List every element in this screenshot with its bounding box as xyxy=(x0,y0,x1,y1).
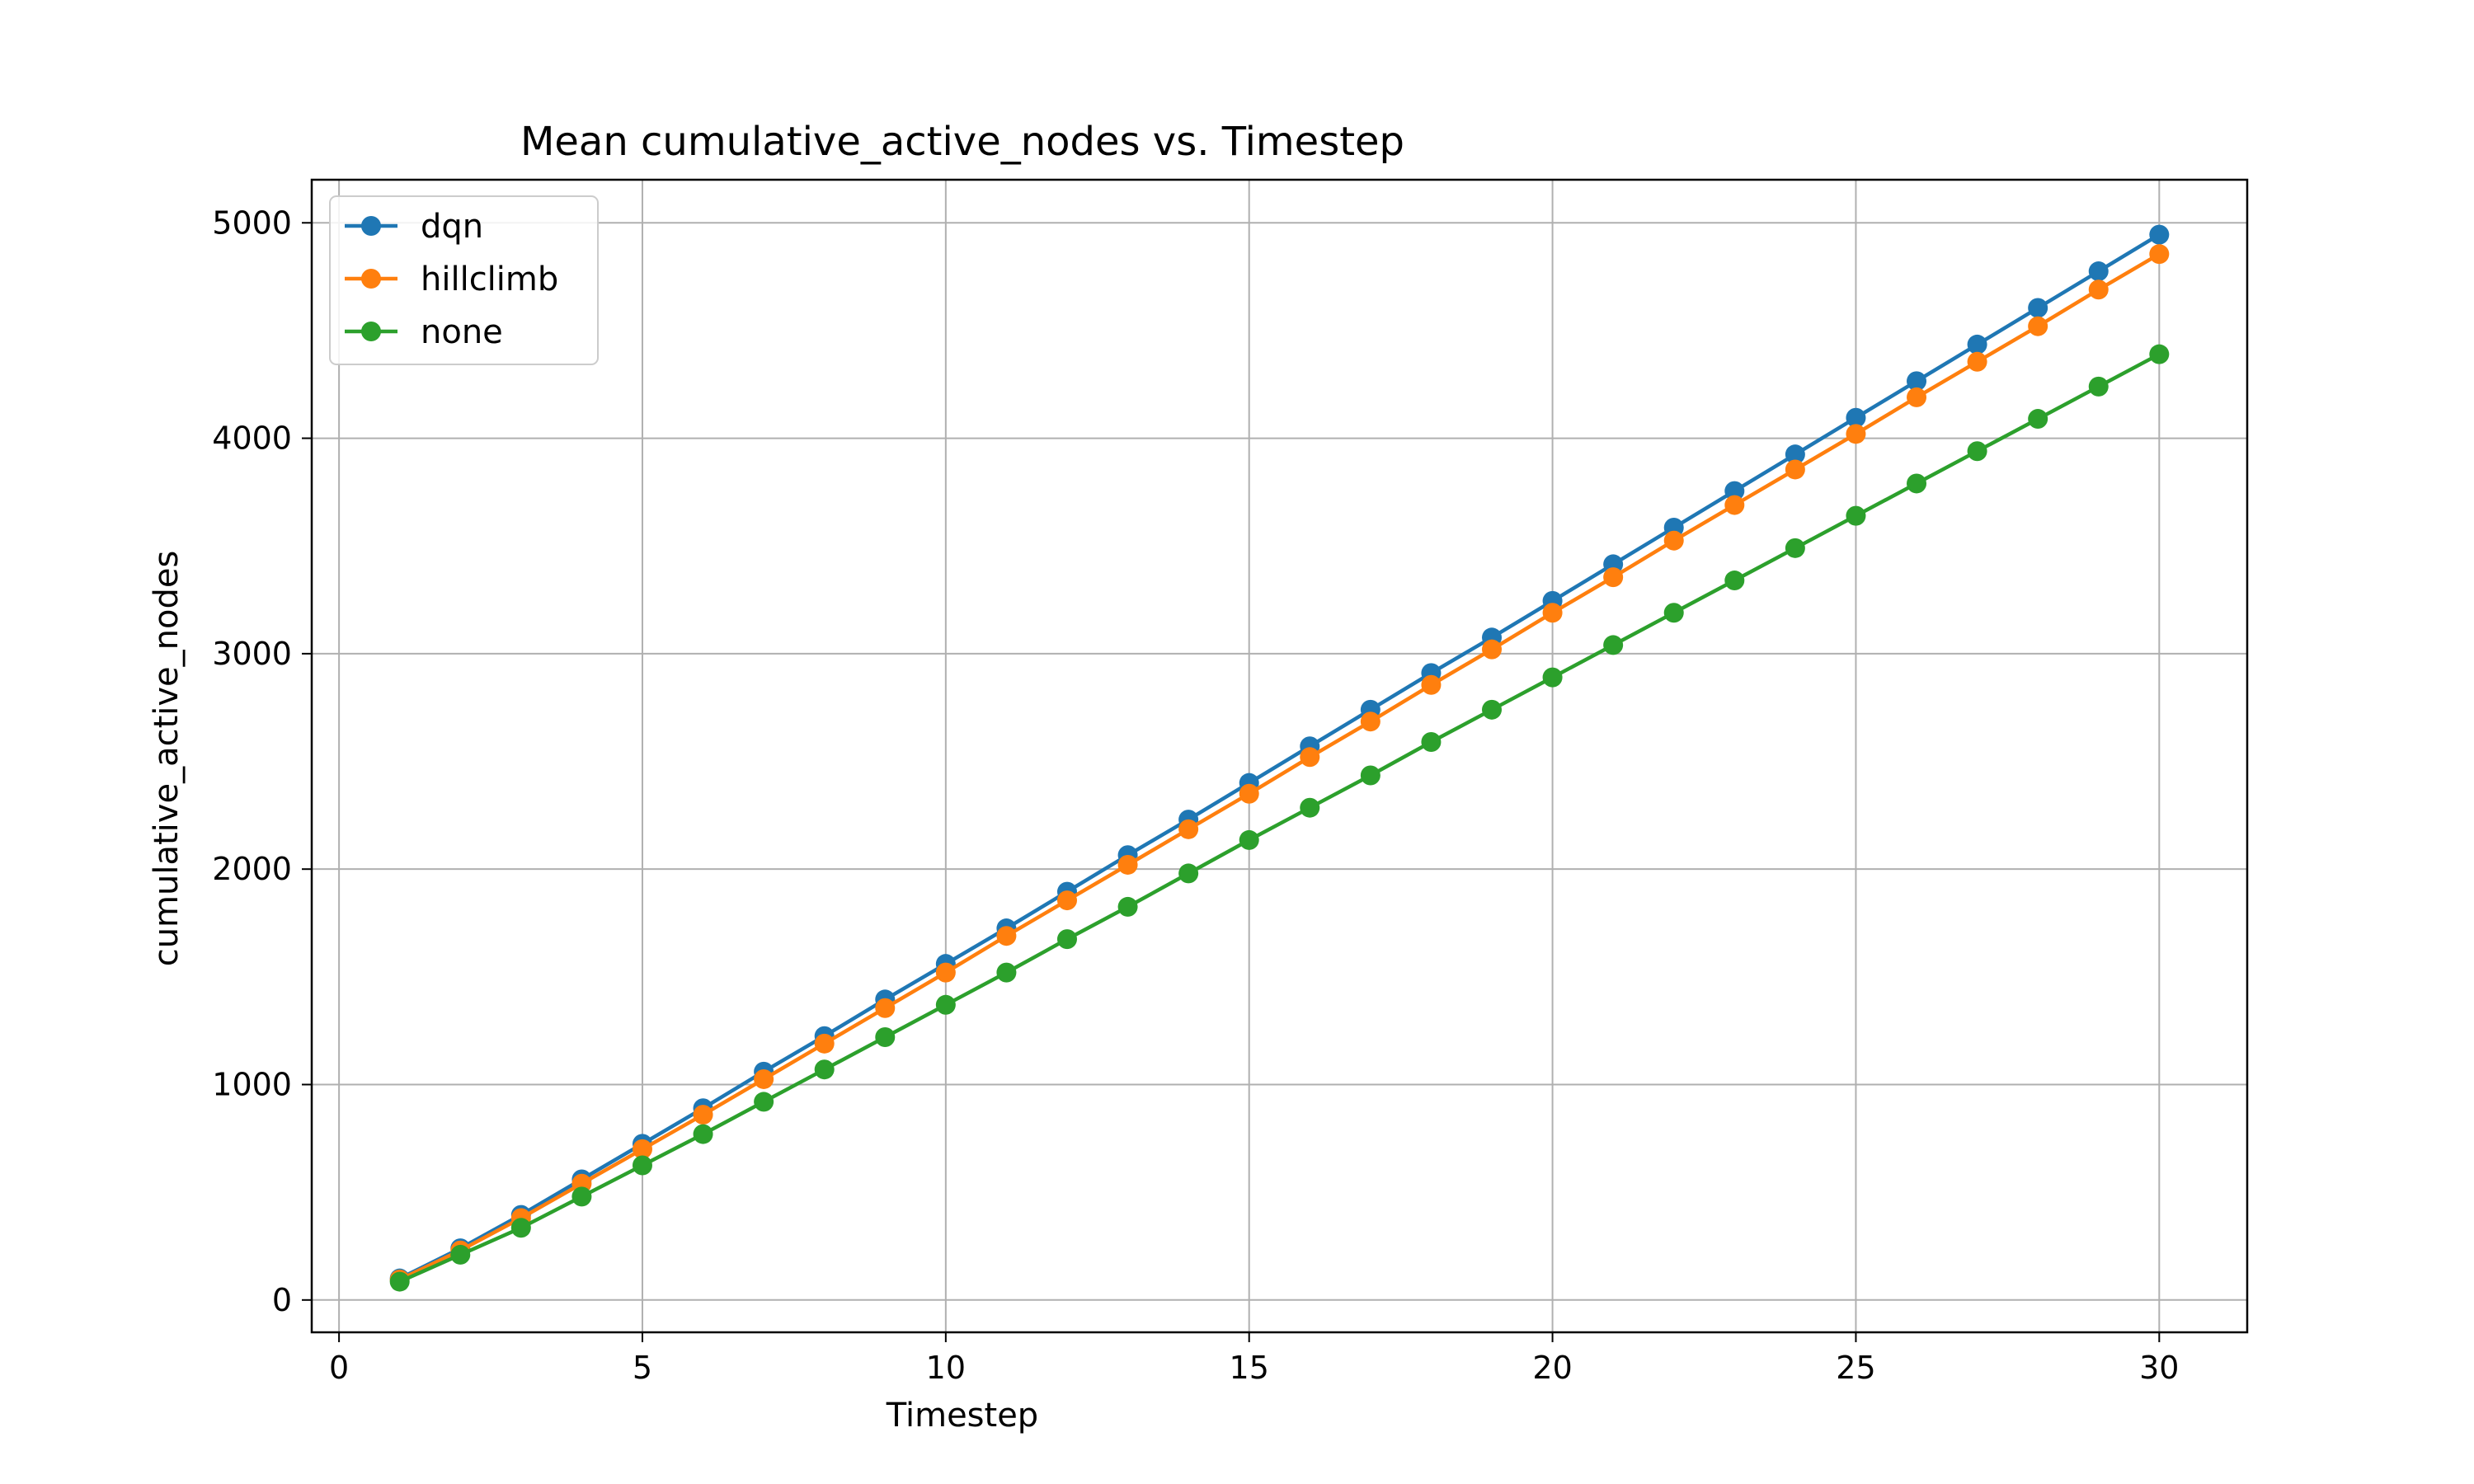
data-point-none xyxy=(1178,863,1199,884)
x-tick-label: 15 xyxy=(1230,1350,1269,1386)
data-point-none xyxy=(996,962,1017,983)
data-point-hillclimb xyxy=(1056,890,1077,911)
data-point-hillclimb xyxy=(1724,495,1745,515)
y-tick-label: 0 xyxy=(272,1282,292,1318)
grid xyxy=(312,180,2247,1332)
data-point-hillclimb xyxy=(1482,639,1503,660)
data-point-none xyxy=(754,1092,774,1112)
data-point-none xyxy=(2028,409,2048,430)
data-point-dqn xyxy=(1846,407,1866,428)
data-point-none xyxy=(1967,441,1987,462)
data-point-none xyxy=(1056,929,1077,950)
data-point-hillclimb xyxy=(2028,316,2048,336)
series-line-dqn xyxy=(398,232,2161,1280)
data-point-none xyxy=(1846,505,1866,526)
data-point-hillclimb xyxy=(935,962,956,983)
data-point-none xyxy=(1785,538,1805,558)
data-point-none xyxy=(571,1186,592,1207)
data-point-hillclimb xyxy=(814,1033,835,1054)
data-point-dqn xyxy=(1724,481,1745,501)
x-tick-label: 25 xyxy=(1836,1350,1875,1386)
data-point-hillclimb xyxy=(754,1068,774,1089)
data-point-hillclimb xyxy=(1967,351,1987,372)
data-point-hillclimb xyxy=(1421,674,1442,695)
data-point-none xyxy=(1421,732,1442,753)
x-axis-label: Timestep xyxy=(886,1397,1038,1435)
y-tick-label: 5000 xyxy=(212,204,292,241)
data-point-hillclimb xyxy=(632,1139,652,1159)
legend-marker-hillclimb xyxy=(361,269,381,289)
data-point-none xyxy=(2149,344,2170,364)
data-point-hillclimb xyxy=(1178,819,1199,839)
data-point-dqn xyxy=(1907,371,1927,392)
data-point-hillclimb xyxy=(1239,783,1259,804)
y-axis-label: cumulative_active_nodes xyxy=(148,551,186,967)
data-point-hillclimb xyxy=(875,998,896,1018)
legend-label-dqn: dqn xyxy=(421,208,483,246)
y-tick-label: 4000 xyxy=(212,420,292,457)
legend: dqn hillclimb none xyxy=(329,195,599,365)
x-tick-label: 30 xyxy=(2139,1350,2179,1386)
data-point-dqn xyxy=(2028,298,2048,318)
series-none xyxy=(389,344,2170,1292)
data-point-dqn xyxy=(1785,444,1805,465)
data-point-none xyxy=(1482,699,1503,720)
data-point-none xyxy=(1724,571,1745,591)
legend-label-none: none xyxy=(421,313,503,351)
data-point-none xyxy=(1663,603,1684,623)
plot-frame xyxy=(310,178,2249,1334)
y-tick-label: 2000 xyxy=(212,851,292,887)
data-point-dqn xyxy=(1967,334,1987,355)
data-point-dqn xyxy=(2088,261,2109,282)
x-tick-label: 10 xyxy=(926,1350,966,1386)
data-point-hillclimb xyxy=(2149,244,2170,265)
data-point-none xyxy=(1907,473,1927,494)
data-point-none xyxy=(814,1059,835,1080)
data-point-hillclimb xyxy=(2088,279,2109,300)
data-point-hillclimb xyxy=(1542,603,1563,623)
series-layer xyxy=(389,224,2170,1292)
data-point-none xyxy=(2088,376,2109,397)
data-point-hillclimb xyxy=(1360,711,1380,732)
data-point-hillclimb xyxy=(996,926,1017,946)
x-tick-label: 5 xyxy=(633,1350,652,1386)
data-point-dqn xyxy=(2149,224,2170,245)
legend-label-hillclimb: hillclimb xyxy=(421,261,558,298)
y-tick-label: 3000 xyxy=(212,636,292,672)
data-point-none xyxy=(875,1027,896,1048)
x-tick-label: 0 xyxy=(329,1350,349,1386)
data-point-none xyxy=(1239,829,1259,850)
legend-box xyxy=(329,195,599,365)
data-point-hillclimb xyxy=(1785,459,1805,480)
data-point-none xyxy=(632,1155,652,1176)
series-line-none xyxy=(398,352,2161,1284)
data-point-hillclimb xyxy=(1117,854,1138,875)
data-point-none xyxy=(1300,797,1320,818)
series-line-hillclimb xyxy=(398,252,2161,1282)
data-point-none xyxy=(389,1271,410,1292)
data-point-none xyxy=(693,1124,713,1144)
legend-marker-none xyxy=(361,322,381,341)
data-point-hillclimb xyxy=(1603,567,1624,588)
data-point-none xyxy=(450,1244,471,1265)
axis-ticks: 0 5 10 15 20 25 30 0 1000 2000 3000 4000 5000 xyxy=(212,204,2179,1386)
data-point-none xyxy=(1360,765,1380,786)
data-point-none xyxy=(1603,635,1624,655)
data-point-none xyxy=(1117,896,1138,917)
data-point-none xyxy=(510,1218,531,1238)
data-point-none xyxy=(1542,667,1563,688)
data-point-hillclimb xyxy=(693,1105,713,1125)
data-point-hillclimb xyxy=(1907,387,1927,407)
data-point-hillclimb xyxy=(1300,747,1320,768)
chart-title: Mean cumulative_active_nodes vs. Timeste… xyxy=(520,119,1404,165)
data-point-none xyxy=(935,994,956,1015)
data-point-hillclimb xyxy=(1663,530,1684,551)
data-point-hillclimb xyxy=(1846,424,1866,444)
x-tick-label: 20 xyxy=(1532,1350,1572,1386)
y-tick-label: 1000 xyxy=(212,1066,292,1102)
legend-marker-dqn xyxy=(361,216,381,236)
